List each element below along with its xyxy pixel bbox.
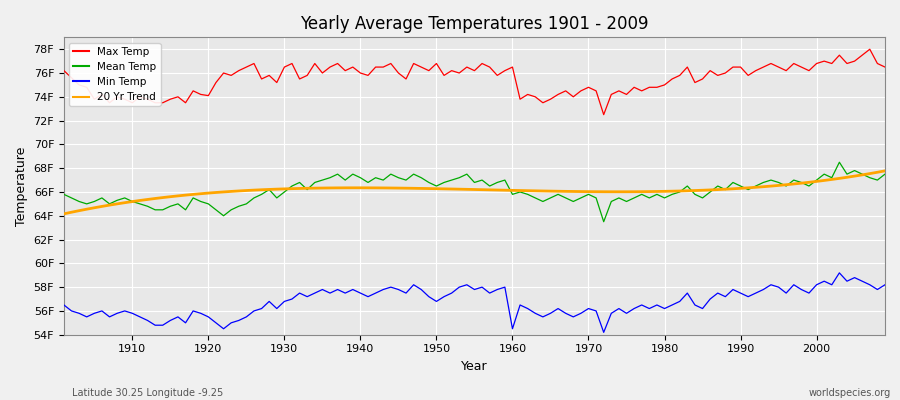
- X-axis label: Year: Year: [461, 360, 488, 373]
- Y-axis label: Temperature: Temperature: [15, 146, 28, 226]
- Text: worldspecies.org: worldspecies.org: [809, 388, 891, 398]
- Text: Latitude 30.25 Longitude -9.25: Latitude 30.25 Longitude -9.25: [72, 388, 223, 398]
- Legend: Max Temp, Mean Temp, Min Temp, 20 Yr Trend: Max Temp, Mean Temp, Min Temp, 20 Yr Tre…: [69, 42, 160, 106]
- Title: Yearly Average Temperatures 1901 - 2009: Yearly Average Temperatures 1901 - 2009: [301, 15, 649, 33]
